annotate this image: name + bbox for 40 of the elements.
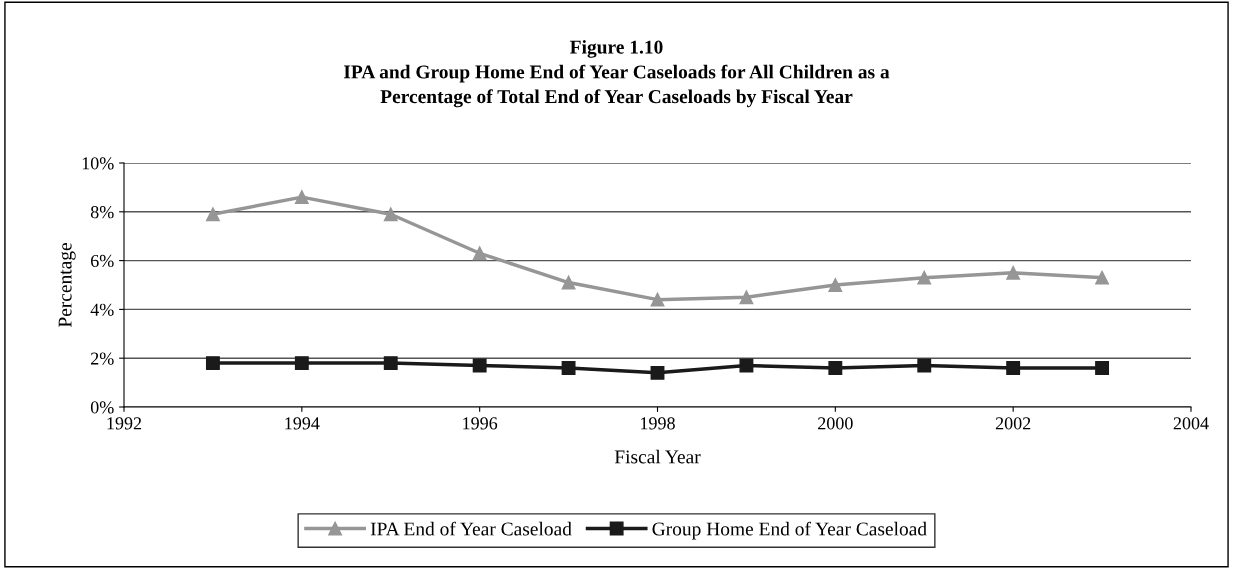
point (917, 358, 932, 373)
x-tick-label: 1994 (285, 417, 320, 430)
x-tick-label: 2004 (1173, 417, 1209, 430)
point (383, 207, 398, 222)
point (383, 356, 398, 371)
y-tick-label: 6% (90, 254, 114, 268)
point (561, 275, 576, 290)
point (828, 361, 843, 375)
point (1095, 361, 1110, 375)
point (1095, 270, 1110, 285)
y-tick-label: 4% (90, 303, 114, 316)
chart-title: Figure 1.10 IPA and Group Home End of Year Caseloads for All Children as a Percentage of Total End of Year Caseloads by Fiscal Year (343, 40, 890, 108)
point (739, 358, 754, 373)
point (828, 278, 843, 292)
point (205, 356, 220, 371)
legend-label: IPA End of Year Caseload (370, 521, 572, 536)
y-axis-title: Percentage (58, 243, 76, 328)
y-tick-label: 0% (90, 401, 114, 414)
point (1006, 361, 1021, 375)
x-tick-label: 1996 (463, 417, 498, 430)
point (917, 270, 932, 285)
x-axis-title: Fiscal Year (614, 449, 701, 464)
point (650, 365, 665, 380)
legend-label: Group Home End of Year Caseload (652, 521, 927, 540)
y-tick-label: 8% (90, 206, 114, 219)
x-tick-label: 2002 (995, 417, 1031, 430)
x-tick-label: 1998 (641, 417, 675, 430)
point (294, 356, 309, 371)
x-tick-label: 2000 (818, 417, 853, 430)
point (472, 358, 487, 373)
y-tick-label: 2% (91, 352, 114, 365)
point (739, 290, 754, 305)
point (561, 361, 576, 375)
point (1006, 265, 1021, 280)
point (205, 207, 220, 222)
y-tick-label: 10% (82, 157, 114, 170)
point (294, 190, 309, 205)
point (650, 292, 665, 307)
point (472, 246, 487, 261)
x-tick-label: 1992 (107, 417, 142, 430)
